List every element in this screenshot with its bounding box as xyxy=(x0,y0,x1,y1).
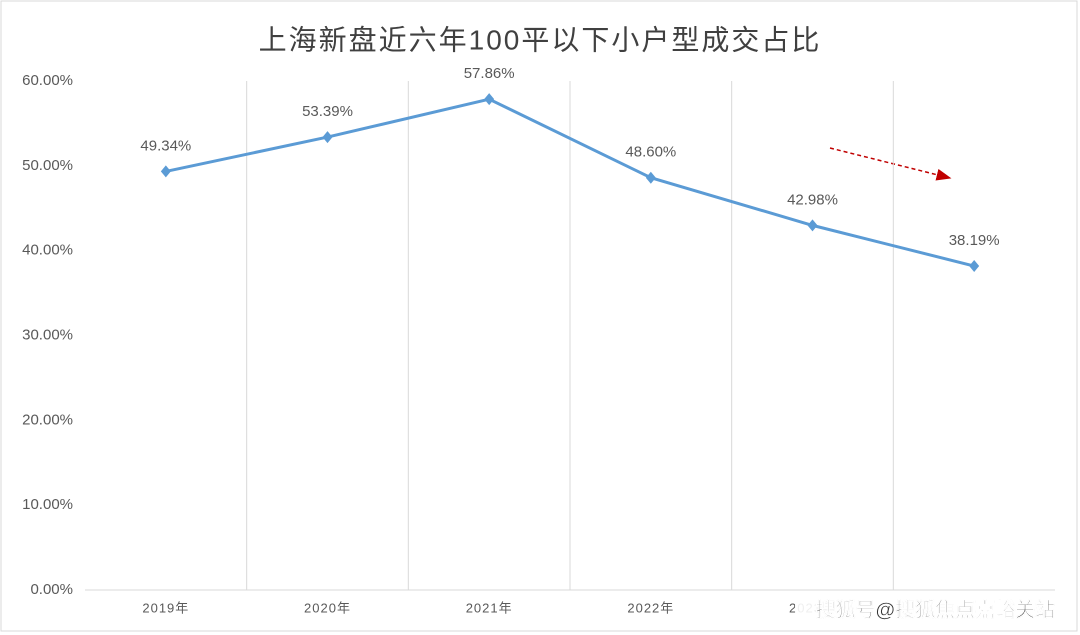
data-label: 57.86% xyxy=(464,65,515,82)
data-label: 38.19% xyxy=(949,232,1000,249)
chart-title: 上海新盘近六年100平以下小户型成交占比 xyxy=(259,24,822,55)
y-tick-label: 60.00% xyxy=(22,72,73,89)
data-point xyxy=(322,131,333,144)
data-label: 48.60% xyxy=(625,144,676,161)
y-tick-label: 10.00% xyxy=(22,496,73,513)
y-tick-label: 0.00% xyxy=(30,581,73,598)
data-point xyxy=(807,219,818,232)
y-tick-label: 50.00% xyxy=(22,157,73,174)
x-tick-label: 2020年 xyxy=(304,600,351,615)
data-point xyxy=(645,171,656,184)
data-point xyxy=(969,260,980,273)
y-tick-label: 30.00% xyxy=(22,326,73,343)
y-tick-label: 20.00% xyxy=(22,411,73,428)
data-point xyxy=(160,165,171,178)
data-label: 53.39% xyxy=(302,103,353,120)
data-line xyxy=(165,97,975,268)
data-point xyxy=(484,93,495,106)
data-label: 42.98% xyxy=(787,191,838,208)
x-tick-label: 2022年 xyxy=(627,600,674,615)
x-tick-label: 2019年 xyxy=(142,600,189,615)
watermark-bg xyxy=(795,596,1065,626)
x-tick-label: 2021年 xyxy=(466,600,513,615)
watermark: 搜狐号@搜狐焦点嘉峪关站 xyxy=(815,597,1055,621)
y-tick-label: 40.00% xyxy=(22,242,73,259)
data-label: 49.34% xyxy=(140,137,191,154)
